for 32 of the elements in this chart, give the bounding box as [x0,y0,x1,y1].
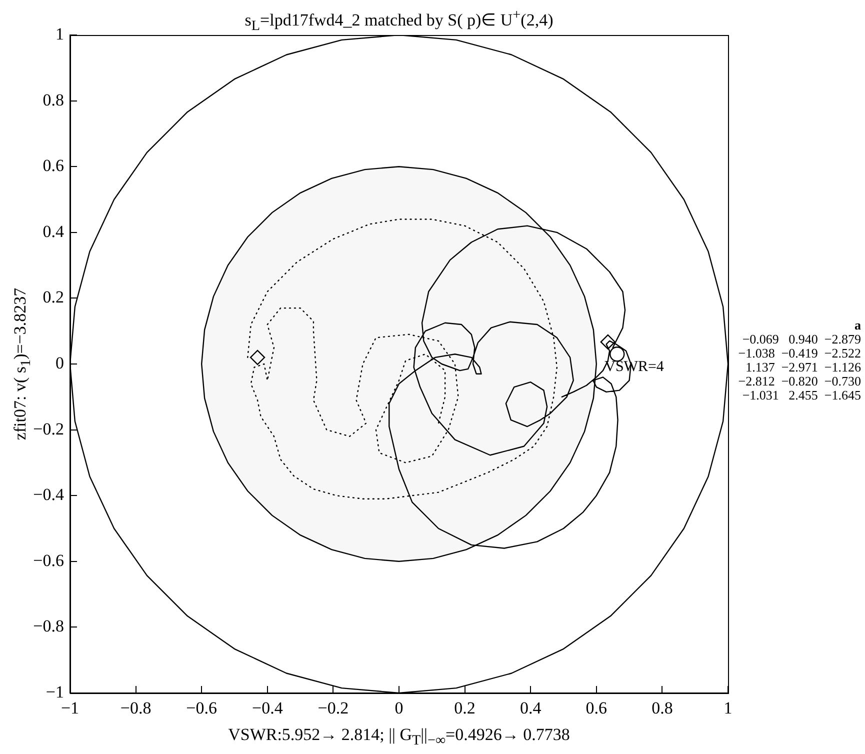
text: −2.812 −0.820 −0.730 [738,373,861,388]
x-tick-label: −0.8 [120,698,152,718]
y-tick-label: 1 [56,24,64,44]
point [600,334,616,350]
x-tick-label: −0.6 [186,698,218,718]
text: −0.069 0.940 −2.879 [742,331,861,346]
x-tick-label: 0.8 [652,698,673,718]
y-tick-label: −1 [46,682,64,702]
x-tick-label: −0.2 [318,698,349,718]
y-tick-label: −0.6 [33,550,64,570]
y-tick-label: 0.2 [42,288,64,307]
x-tick-label: 1 [724,698,732,718]
y-tick-label: 0.4 [42,222,64,241]
x-tick-label: 0.6 [586,698,608,718]
text: a [854,317,862,332]
x-tick-label: 0.2 [454,698,476,718]
x-axis-title: VSWR:5.952→ 2.814; || G$_{T}$||$_{−∞}$=0.4926→ 0.7738 [227,725,571,748]
y-tick-label: −0.8 [33,616,64,636]
text: −1.038 −0.419 −2.522 [738,345,861,360]
text: −1.031 2.455 −1.645 [742,387,861,402]
y-tick-label: 0.6 [42,156,64,176]
x-tick-label: 0.4 [520,698,542,718]
y-tick-label: −0.2 [33,419,64,438]
y-tick-label: 0 [56,353,64,372]
y-tick-label: 0.8 [42,90,64,110]
point [250,350,266,366]
chart-title: s$_{L}$=lpd17fwd4_2 matched by S( p)∈ U$^{+}$(2,4) [244,7,554,34]
text: 1.137 −2.971 −1.126 [746,359,862,374]
point [610,346,625,362]
x-tick-label: 0 [394,698,404,718]
y-tick-label: −0.4 [33,485,64,504]
x-tick-label: −0.4 [252,698,284,718]
